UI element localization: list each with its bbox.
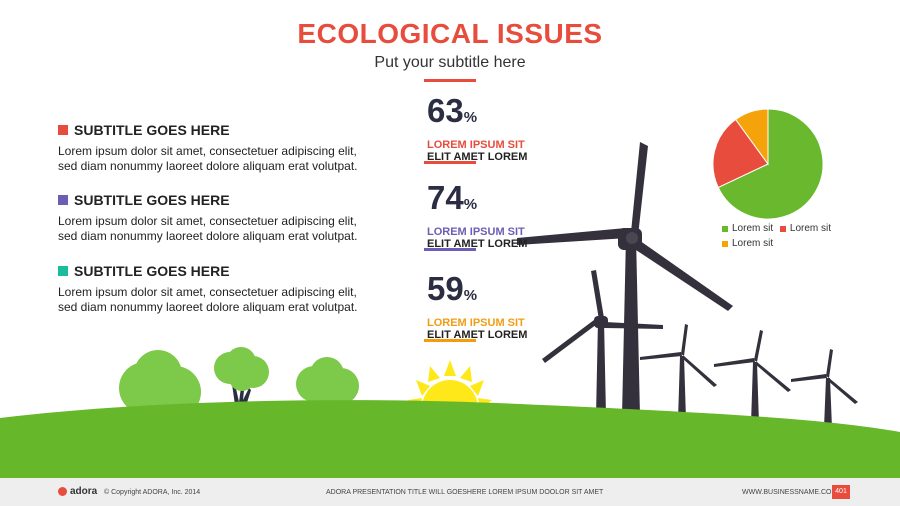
wind-turbine-small-2 <box>714 330 791 424</box>
legend-swatch <box>779 226 786 232</box>
subtitle-block-2: SUBTITLE GOES HERE Lorem ipsum dolor sit… <box>58 192 398 244</box>
subtitle-body-line: Lorem ipsum dolor sit amet, consectetuer… <box>58 214 357 228</box>
grass-hill <box>0 400 900 478</box>
stat-value: 59 <box>427 270 464 307</box>
pie-slice-2 <box>712 118 769 189</box>
stat-unit: % <box>463 196 478 213</box>
stat-label-2: ELIT AMET LOREM <box>427 151 528 163</box>
stat-block-3: 59% LOREM IPSUM SIT ELIT AMET LOREM <box>427 270 557 342</box>
pie-chart <box>712 108 824 220</box>
subtitle-body-line: sed diam nonummy laoreet dolore aliquam … <box>58 300 358 314</box>
wind-turbine-small-3 <box>791 349 858 428</box>
legend-label: Lorem sit <box>732 223 774 234</box>
stat-block-2: 74% LOREM IPSUM SIT ELIT AMET LOREM <box>427 179 557 251</box>
subtitle-body-line: sed diam nonummy laoreet dolore aliquam … <box>58 229 358 243</box>
purple-square-icon <box>58 195 68 205</box>
legend-item: Lorem sit <box>779 222 832 236</box>
page-title: ECOLOGICAL ISSUES <box>297 18 603 49</box>
legend-item: Lorem sit <box>722 237 773 251</box>
subtitle-body-line: sed diam nonummy laoreet dolore aliquam … <box>58 159 358 173</box>
subtitle-heading: SUBTITLE GOES HERE <box>74 122 230 138</box>
stat-label-1: LOREM IPSUM SIT <box>427 317 525 329</box>
subtitle-heading: SUBTITLE GOES HERE <box>74 263 230 279</box>
subtitle-body-line: Lorem ipsum dolor sit amet, consectetuer… <box>58 285 357 299</box>
legend-label: Lorem sit <box>732 238 774 249</box>
stat-value: 63 <box>427 92 464 129</box>
legend-label: Lorem sit <box>789 223 832 234</box>
stat-label-2: ELIT AMET LOREM <box>427 329 528 341</box>
adora-logo-icon <box>58 487 67 496</box>
legend-swatch <box>722 226 728 232</box>
subtitle-body-line: Lorem ipsum dolor sit amet, consectetuer… <box>58 144 357 158</box>
footer-website: WWW.BUSINESSNAME.COM <box>742 489 838 496</box>
wind-turbine-small-1 <box>640 324 717 420</box>
footer-bar: adora © Copyright ADORA, Inc. 2014 ADORA… <box>0 478 900 506</box>
stat-divider <box>424 339 476 342</box>
stat-block-1: 63% LOREM IPSUM SIT ELIT AMET LOREM <box>427 92 557 164</box>
subtitle-heading: SUBTITLE GOES HERE <box>74 192 230 208</box>
pie-slice-1 <box>717 108 824 220</box>
wind-turbine-medium <box>542 270 663 416</box>
stat-unit: % <box>463 109 478 126</box>
stat-divider <box>424 248 476 251</box>
stat-label-2: ELIT AMET LOREM <box>427 238 528 250</box>
title-underline <box>424 79 476 82</box>
stat-label-1: LOREM IPSUM SIT <box>427 139 525 151</box>
page-number: 401 <box>832 485 850 499</box>
stat-divider <box>424 161 476 164</box>
stat-label-1: LOREM IPSUM SIT <box>427 226 525 238</box>
stat-value: 74 <box>427 179 464 216</box>
legend-swatch <box>722 241 728 247</box>
stat-unit: % <box>463 287 478 304</box>
red-square-icon <box>58 125 68 135</box>
footer-copyright: © Copyright ADORA, Inc. 2014 <box>104 489 201 496</box>
footer-logo: adora <box>70 486 98 497</box>
pie-legend: Lorem sit Lorem sit Lorem sit <box>722 222 842 252</box>
page-subtitle: Put your subtitle here <box>374 54 526 71</box>
footer-presentation-title: ADORA PRESENTATION TITLE WILL GOESHERE L… <box>326 489 604 496</box>
teal-square-icon <box>58 266 68 276</box>
subtitle-block-1: SUBTITLE GOES HERE Lorem ipsum dolor sit… <box>58 122 398 174</box>
pie-slice-3 <box>734 108 769 166</box>
subtitle-block-3: SUBTITLE GOES HERE Lorem ipsum dolor sit… <box>58 263 398 315</box>
legend-item: Lorem sit <box>722 222 773 236</box>
